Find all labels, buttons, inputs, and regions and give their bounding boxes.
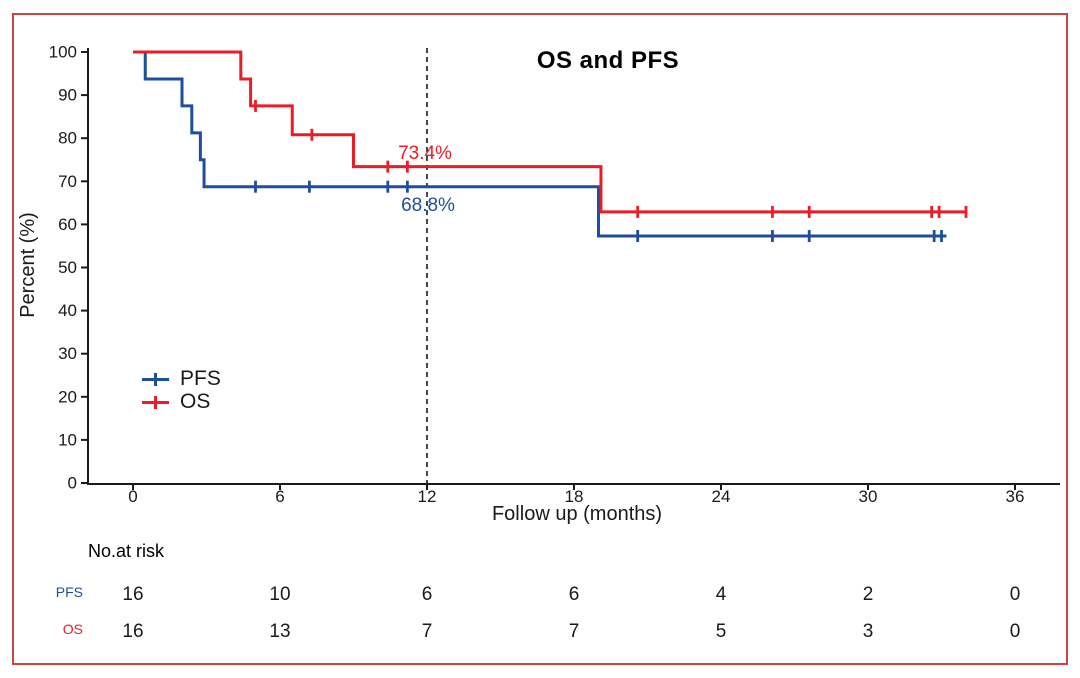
pfs-legend-censor-icon bbox=[154, 373, 157, 386]
y-tick-label: 70 bbox=[58, 172, 77, 191]
os-rate-annotation: 73.4% bbox=[398, 143, 452, 164]
risk-count-pfs: 0 bbox=[1010, 584, 1021, 605]
risk-count-os: 0 bbox=[1010, 621, 1021, 642]
y-tick-label: 80 bbox=[58, 129, 77, 148]
x-tick-label: 0 bbox=[128, 487, 137, 506]
km-curve-pfs bbox=[133, 50, 947, 238]
chart-title: OS and PFS bbox=[536, 47, 680, 74]
y-tick-label: 40 bbox=[58, 301, 77, 320]
risk-count-os: 7 bbox=[569, 621, 580, 642]
risk-count-os: 7 bbox=[422, 621, 433, 642]
x-tick-label: 30 bbox=[859, 487, 878, 506]
x-tick-label: 24 bbox=[712, 487, 731, 506]
y-tick-label: 10 bbox=[58, 430, 77, 449]
x-axis-title: Follow up (months) bbox=[491, 503, 663, 525]
risk-row-label-pfs: PFS bbox=[55, 584, 83, 600]
x-tick-label: 18 bbox=[565, 487, 584, 506]
km-curve-os bbox=[133, 50, 966, 214]
risk-count-os: 3 bbox=[863, 621, 874, 642]
y-tick-label: 100 bbox=[49, 43, 77, 62]
risk-count-os: 13 bbox=[269, 621, 290, 642]
risk-count-os: 16 bbox=[122, 621, 143, 642]
x-tick-label: 36 bbox=[1006, 487, 1025, 506]
y-tick-label: 0 bbox=[68, 474, 77, 493]
risk-count-pfs: 6 bbox=[422, 584, 433, 605]
risk-count-pfs: 6 bbox=[569, 584, 580, 605]
risk-count-os: 5 bbox=[716, 621, 727, 642]
risk-count-pfs: 16 bbox=[122, 584, 143, 605]
y-axis-title: Percent (%) bbox=[17, 212, 39, 318]
risk-count-pfs: 4 bbox=[716, 584, 727, 605]
risk-count-pfs: 10 bbox=[269, 584, 290, 605]
pfs-rate-annotation: 68.8% bbox=[401, 195, 455, 216]
y-tick-label: 30 bbox=[58, 344, 77, 363]
risk-count-pfs: 2 bbox=[863, 584, 874, 605]
risk-row-label-os: OS bbox=[62, 621, 83, 637]
y-tick-label: 20 bbox=[58, 387, 77, 406]
legend-label-pfs: PFS bbox=[180, 367, 221, 390]
legend-label-os: OS bbox=[180, 390, 211, 413]
y-tick-label: 50 bbox=[58, 258, 77, 277]
y-tick-label: 60 bbox=[58, 215, 77, 234]
y-tick-label: 90 bbox=[58, 86, 77, 105]
risk-table-header: No.at risk bbox=[88, 541, 165, 561]
x-tick-label: 6 bbox=[275, 487, 284, 506]
os-legend-censor-icon bbox=[154, 396, 157, 409]
x-tick-label: 12 bbox=[418, 487, 437, 506]
